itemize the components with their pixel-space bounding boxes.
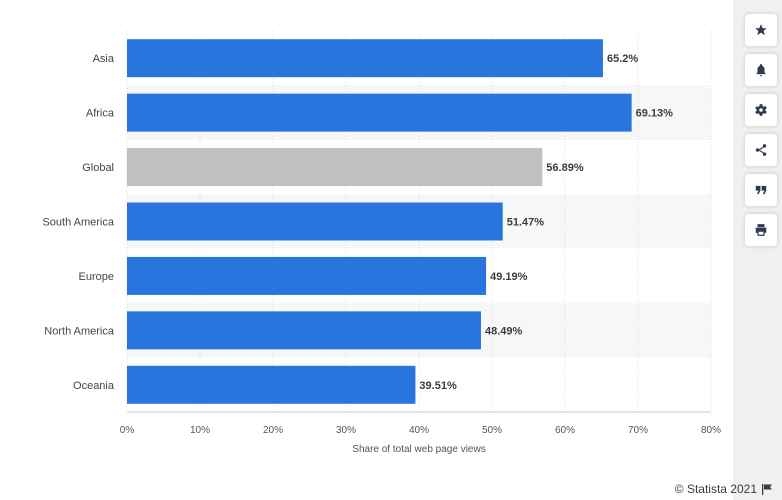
category-label: South America <box>42 217 114 229</box>
share-icon <box>755 144 767 156</box>
bell-icon <box>756 64 766 77</box>
value-label: 49.19% <box>490 271 528 283</box>
x-tick-label: 40% <box>409 425 429 436</box>
bar <box>127 365 416 404</box>
share-button[interactable] <box>745 134 777 166</box>
value-label: 65.2% <box>607 53 638 65</box>
bar <box>127 202 503 241</box>
x-tick-label: 10% <box>190 425 210 436</box>
quote-icon <box>755 185 767 195</box>
category-label: Asia <box>93 53 115 65</box>
notification-button[interactable] <box>745 54 777 86</box>
bar <box>127 256 487 295</box>
x-tick-label: 80% <box>701 425 721 436</box>
category-label: North America <box>44 325 115 337</box>
x-tick-label: 0% <box>120 425 135 436</box>
value-label: 56.89% <box>546 162 584 174</box>
x-tick-label: 30% <box>336 425 356 436</box>
settings-button[interactable] <box>745 94 777 126</box>
bar-chart: Asia 65.2% Africa 69.13% Global 56.89% South A… <box>42 31 721 455</box>
gear-icon <box>755 104 767 116</box>
x-axis-title: Share of total web page views <box>352 444 485 455</box>
flag-icon <box>762 483 772 495</box>
x-tick-label: 50% <box>482 425 502 436</box>
favorite-button[interactable] <box>745 14 777 46</box>
category-label: Global <box>82 162 114 174</box>
category-label: Oceania <box>73 380 115 392</box>
chart-card: Asia 65.2% Africa 69.13% Global 56.89% South A… <box>0 0 733 500</box>
chart-toolbar <box>745 14 777 246</box>
x-tick-label: 20% <box>263 425 283 436</box>
category-label: Africa <box>86 108 115 120</box>
credit-text: © Statista 2021 <box>674 482 757 496</box>
value-label: 51.47% <box>507 217 545 229</box>
star-icon <box>755 24 767 36</box>
bar <box>127 39 603 78</box>
print-button[interactable] <box>745 214 777 246</box>
bar <box>127 148 543 187</box>
bar <box>127 93 632 132</box>
value-label: 39.51% <box>419 380 457 392</box>
statista-credit[interactable]: © Statista 2021 <box>675 482 772 496</box>
x-tick-label: 70% <box>628 425 648 436</box>
print-icon <box>755 224 767 236</box>
category-label: Europe <box>79 271 114 283</box>
x-tick-label: 60% <box>555 425 575 436</box>
bar <box>127 311 481 350</box>
cite-button[interactable] <box>745 174 777 206</box>
value-label: 48.49% <box>485 325 523 337</box>
value-label: 69.13% <box>636 108 674 120</box>
